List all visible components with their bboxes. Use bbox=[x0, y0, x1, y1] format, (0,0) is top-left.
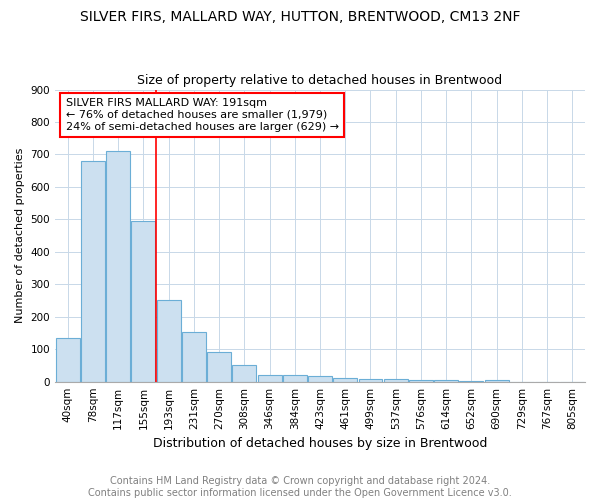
Bar bbox=[157, 300, 181, 382]
Bar bbox=[182, 332, 206, 382]
Bar bbox=[434, 380, 458, 382]
Text: Contains HM Land Registry data © Crown copyright and database right 2024.
Contai: Contains HM Land Registry data © Crown c… bbox=[88, 476, 512, 498]
Bar bbox=[131, 221, 155, 382]
Bar bbox=[81, 161, 105, 382]
Bar bbox=[207, 352, 231, 382]
Bar bbox=[257, 374, 281, 382]
Bar bbox=[409, 380, 433, 382]
Bar bbox=[333, 378, 357, 382]
Bar bbox=[283, 375, 307, 382]
Title: Size of property relative to detached houses in Brentwood: Size of property relative to detached ho… bbox=[137, 74, 503, 87]
Bar bbox=[460, 380, 484, 382]
Bar bbox=[232, 366, 256, 382]
Bar bbox=[359, 379, 382, 382]
Text: SILVER FIRS, MALLARD WAY, HUTTON, BRENTWOOD, CM13 2NF: SILVER FIRS, MALLARD WAY, HUTTON, BRENTW… bbox=[80, 10, 520, 24]
Bar bbox=[485, 380, 509, 382]
Bar bbox=[56, 338, 80, 382]
Bar bbox=[384, 380, 408, 382]
Text: SILVER FIRS MALLARD WAY: 191sqm
← 76% of detached houses are smaller (1,979)
24%: SILVER FIRS MALLARD WAY: 191sqm ← 76% of… bbox=[65, 98, 339, 132]
Bar bbox=[308, 376, 332, 382]
Bar bbox=[106, 151, 130, 382]
X-axis label: Distribution of detached houses by size in Brentwood: Distribution of detached houses by size … bbox=[153, 437, 487, 450]
Y-axis label: Number of detached properties: Number of detached properties bbox=[15, 148, 25, 324]
